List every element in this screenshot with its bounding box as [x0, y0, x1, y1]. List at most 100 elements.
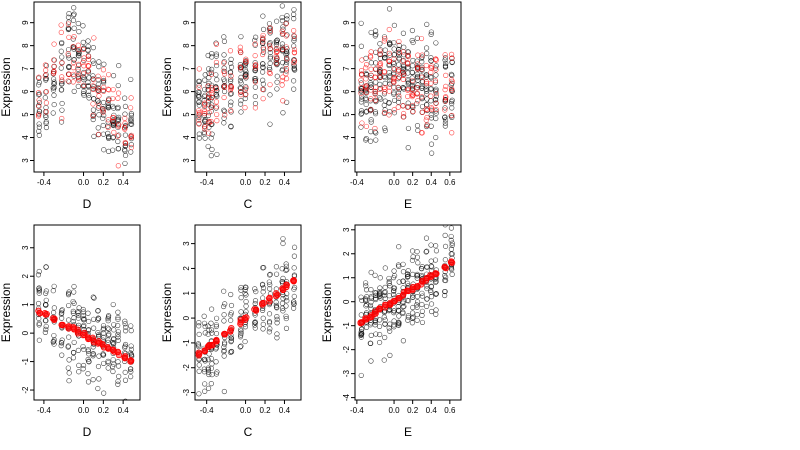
data-point: [443, 60, 449, 67]
data-point: [387, 328, 393, 334]
data-point: [90, 83, 96, 89]
data-point: [75, 310, 81, 316]
x-tick-label: 0.2: [407, 178, 419, 187]
data-point: [386, 293, 392, 299]
data-point: [400, 304, 406, 310]
data-point: [70, 349, 77, 356]
data-point: [386, 308, 392, 314]
data-point: [205, 385, 212, 391]
data-point: [238, 330, 244, 336]
data-point: [428, 55, 434, 61]
data-point: [433, 40, 439, 46]
x-axis-title: E: [404, 425, 412, 439]
data-point: [409, 69, 415, 75]
data-point: [196, 320, 202, 326]
data-point: [433, 307, 439, 313]
data-point: [279, 77, 285, 84]
data-point: [242, 311, 248, 317]
data-point: [227, 87, 234, 93]
data-point: [58, 81, 65, 87]
data-point: [252, 37, 258, 43]
data-point: [442, 269, 448, 275]
data-point: [409, 248, 416, 254]
data-point: [428, 69, 434, 76]
data-point: [75, 315, 81, 321]
fit-point: [207, 341, 214, 349]
x-tick-label: 0.4: [426, 406, 438, 415]
data-point: [115, 322, 121, 329]
data-point: [90, 76, 96, 82]
x-tick-label: -0.4: [350, 406, 364, 415]
data-point: [395, 85, 401, 91]
data-point: [266, 318, 273, 325]
data-point: [260, 51, 266, 58]
data-point: [279, 44, 286, 50]
data-point: [196, 99, 202, 106]
data-point: [243, 284, 249, 291]
data-point: [122, 328, 129, 334]
data-point: [90, 351, 96, 357]
data-point: [122, 343, 128, 349]
plot-frame: [33, 1, 141, 173]
data-point: [410, 63, 416, 69]
data-point: [419, 109, 426, 115]
data-point: [358, 68, 365, 74]
data-point: [428, 287, 434, 293]
data-point: [81, 75, 87, 81]
data-point: [414, 304, 420, 310]
data-point: [100, 360, 107, 367]
data-point: [228, 107, 234, 114]
data-point: [391, 46, 397, 52]
data-point: [196, 94, 202, 100]
data-point: [273, 286, 279, 292]
data-point: [266, 320, 273, 326]
data-point: [75, 20, 81, 27]
data-point: [111, 322, 117, 328]
data-point: [122, 95, 128, 101]
data-point: [205, 99, 211, 105]
data-point: [260, 265, 266, 271]
data-point: [377, 61, 383, 67]
data-point: [36, 103, 42, 110]
data-point: [423, 235, 430, 241]
data-point: [221, 107, 227, 113]
data-point: [377, 60, 384, 66]
data-point: [449, 112, 455, 119]
data-point: [410, 310, 416, 316]
data-point: [105, 358, 111, 364]
data-point: [382, 86, 388, 92]
data-point: [267, 82, 273, 88]
data-point: [243, 299, 249, 305]
data-point: [358, 108, 365, 114]
data-point: [274, 314, 280, 320]
data-point: [96, 112, 102, 118]
y-tick-label: -1: [182, 339, 191, 347]
x-axis-title: D: [83, 425, 92, 439]
data-point: [208, 104, 214, 110]
data-point: [70, 79, 76, 85]
data-point: [423, 88, 430, 94]
x-tick-label: 0.4: [279, 406, 291, 415]
data-point: [448, 246, 454, 252]
data-point: [443, 274, 449, 280]
y-axis-title: Expression: [0, 57, 13, 116]
data-point: [123, 142, 129, 149]
data-point: [368, 96, 374, 102]
data-point: [390, 66, 397, 72]
data-point: [243, 59, 249, 65]
data-point: [65, 26, 71, 33]
data-point: [228, 338, 234, 344]
data-point: [196, 102, 202, 108]
data-point: [443, 72, 449, 78]
data-point: [59, 340, 65, 346]
data-point: [122, 111, 128, 117]
data-point: [196, 368, 202, 374]
y-tick-label: 5: [342, 112, 351, 117]
data-point: [358, 111, 364, 117]
data-point: [128, 121, 135, 128]
data-point: [429, 264, 435, 270]
data-point: [110, 95, 116, 102]
data-point: [428, 301, 435, 307]
data-point: [214, 151, 220, 158]
data-point: [433, 72, 439, 78]
